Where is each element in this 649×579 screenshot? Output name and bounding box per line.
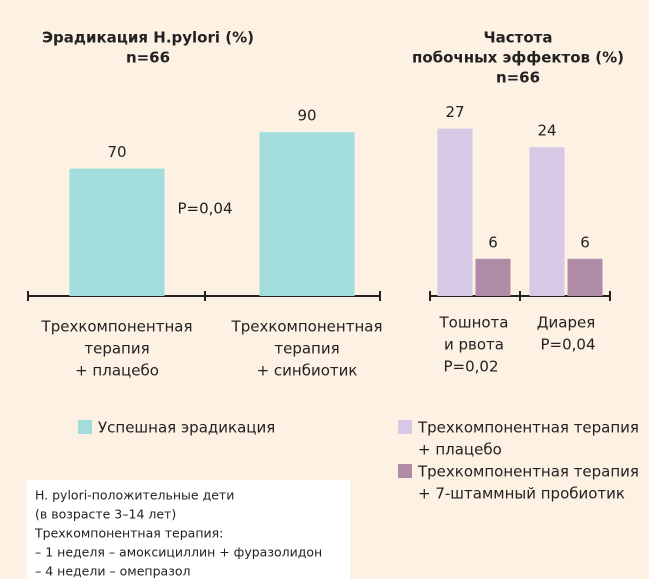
annotation: P=0,02 (443, 358, 498, 376)
chart-title: n=66 (126, 49, 170, 67)
chart-title: Частота (484, 29, 553, 47)
bar (69, 168, 165, 296)
x-tick-label: Трехкомпонентная (41, 318, 193, 336)
bar (437, 128, 473, 296)
legend-label: Трехкомпонентная терапия (417, 463, 639, 481)
chart-title: Эрадикация H.pylori (%) (42, 29, 254, 47)
legend-swatch (398, 420, 412, 434)
x-tick-label: терапия (84, 340, 149, 358)
note-line: H. pylori-положительные дети (35, 488, 234, 503)
bar (475, 258, 511, 296)
x-tick-label: Трехкомпонентная (231, 318, 383, 336)
annotation: P=0,04 (177, 200, 232, 218)
note-line: – 1 неделя – амоксициллин + фуразолидон (35, 545, 322, 560)
annotation: P=0,04 (540, 336, 595, 354)
x-tick-label: Тошнота (439, 314, 509, 332)
bar (529, 147, 565, 296)
note-box (27, 480, 350, 579)
value-label: 24 (537, 122, 556, 140)
chart-title: побочных эффектов (%) (412, 49, 624, 67)
legend-label: + 7-штаммный пробиотик (418, 485, 625, 503)
x-tick-label: и рвота (444, 336, 504, 354)
value-label: 6 (580, 233, 590, 251)
note-line: (в возрасте 3–14 лет) (35, 507, 176, 522)
value-label: 90 (297, 107, 316, 125)
x-tick-label: Диарея (537, 314, 595, 332)
value-label: 6 (488, 233, 498, 251)
bar (567, 258, 603, 296)
note-line: – 4 недели – омепразол (35, 564, 190, 579)
note-line: Трехкомпонентная терапия: (34, 526, 223, 541)
legend-label: Трехкомпонентная терапия (417, 419, 639, 437)
x-tick-label: терапия (274, 340, 339, 358)
legend-label: Успешная эрадикация (98, 419, 275, 437)
x-tick-label: + синбиотик (257, 362, 358, 380)
legend-swatch (78, 420, 92, 434)
legend-label: + плацебо (418, 441, 502, 459)
chart-title: n=66 (496, 69, 540, 87)
legend-swatch (398, 464, 412, 478)
x-tick-label: + плацебо (75, 362, 159, 380)
bar (259, 132, 355, 296)
value-label: 70 (107, 143, 126, 161)
value-label: 27 (445, 103, 464, 121)
